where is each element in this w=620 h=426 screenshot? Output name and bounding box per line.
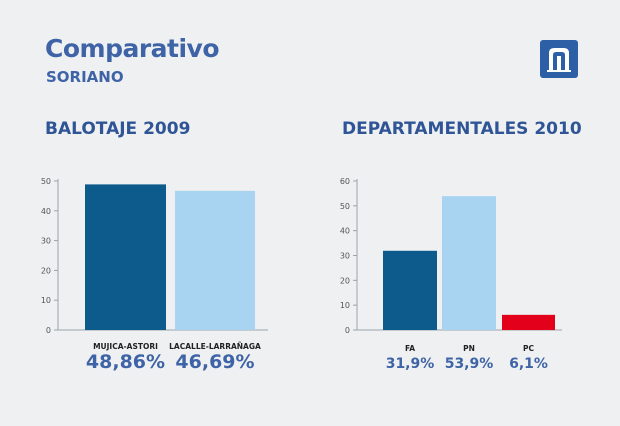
balotaje-y-tick-label: 0 — [46, 326, 51, 335]
chart-title-balotaje: BALOTAJE 2009 — [45, 119, 191, 139]
departamentales-y-tick-label: 0 — [345, 326, 350, 335]
departamentales-bar — [383, 250, 437, 330]
balotaje-y-tick-label: 10 — [41, 296, 51, 305]
balotaje-y-tick-label: 30 — [41, 237, 51, 246]
departamentales-y-tick-label: 10 — [340, 301, 350, 310]
balotaje-bar — [175, 190, 255, 330]
departamentales-bar — [502, 314, 555, 330]
page-title: Comparativo — [45, 34, 220, 63]
departamentales-y-tick-label: 30 — [340, 252, 350, 261]
balotaje-y-tick-label: 50 — [41, 177, 51, 186]
chart-title-departamentales: DEPARTAMENTALES 2010 — [342, 119, 582, 139]
balotaje-y-tick-label: 20 — [41, 266, 51, 275]
departamentales-value-label: 31,9% — [386, 356, 435, 372]
departamentales-bar — [442, 196, 496, 330]
page-subtitle: SORIANO — [46, 68, 124, 86]
balotaje-category-label: LACALLE-LARRAÑAGA — [169, 342, 261, 351]
balotaje-category-label: MUJICA-ASTORI — [93, 342, 158, 351]
departamentales-y-tick-label: 60 — [340, 177, 350, 186]
balotaje-bar — [85, 184, 166, 330]
departamentales-category-label: PC — [523, 344, 534, 353]
departamentales-category-label: FA — [405, 344, 415, 353]
balotaje-y-tick-label: 40 — [41, 207, 51, 216]
departamentales-value-label: 53,9% — [445, 356, 494, 372]
departamentales-y-tick-label: 40 — [340, 227, 350, 236]
balotaje-value-label: 46,69% — [175, 351, 254, 373]
departamentales-value-label: 6,1% — [509, 356, 548, 372]
balotaje-value-label: 48,86% — [86, 351, 165, 373]
arch-logo-icon — [540, 40, 578, 78]
departamentales-y-tick-label: 20 — [340, 276, 350, 285]
departamentales-category-label: PN — [463, 344, 475, 353]
departamentales-y-tick-label: 50 — [340, 202, 350, 211]
